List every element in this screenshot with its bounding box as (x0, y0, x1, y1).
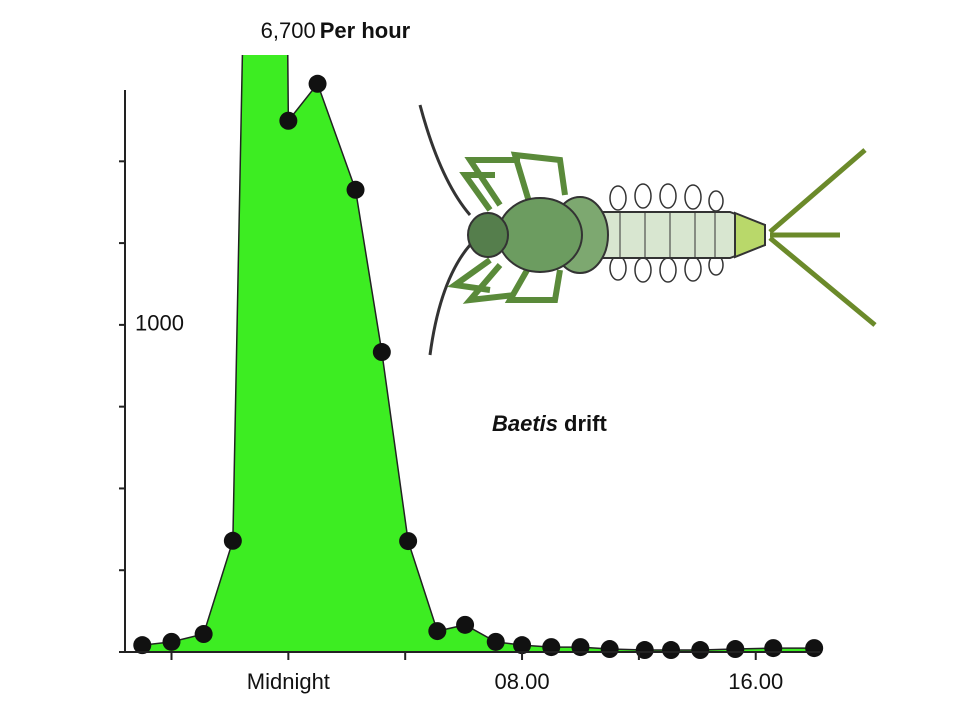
data-point (691, 641, 710, 660)
x-tick-label: Midnight (247, 669, 330, 694)
data-point (346, 180, 365, 199)
plot-area (133, 55, 824, 660)
data-point (279, 111, 298, 130)
data-point (764, 639, 783, 658)
data-point (428, 622, 447, 641)
data-point (513, 636, 532, 655)
insect-illustration (418, 104, 877, 356)
x-tick-label: 08.00 (495, 669, 550, 694)
data-point (571, 638, 590, 657)
data-point (662, 641, 681, 660)
peak-unit: Per hour (320, 18, 411, 43)
data-point (399, 532, 418, 551)
label: drift (564, 411, 607, 436)
data-point (162, 632, 181, 651)
value-label: 6,700 (261, 18, 316, 43)
area (141, 55, 823, 653)
data-point (805, 639, 824, 658)
label-italic: Baetis (492, 411, 558, 436)
data-point (223, 531, 242, 550)
data-point (456, 615, 475, 634)
data-point (726, 640, 745, 659)
data-point (542, 638, 561, 657)
data-point (486, 632, 505, 651)
data-point (635, 641, 654, 660)
data-point (133, 636, 152, 655)
data-point (308, 74, 327, 93)
data-point (372, 343, 391, 362)
y-tick-label: 1000 (135, 311, 184, 336)
x-tick-label: 16.00 (728, 669, 783, 694)
data-point (194, 625, 213, 644)
data-point (600, 640, 619, 659)
